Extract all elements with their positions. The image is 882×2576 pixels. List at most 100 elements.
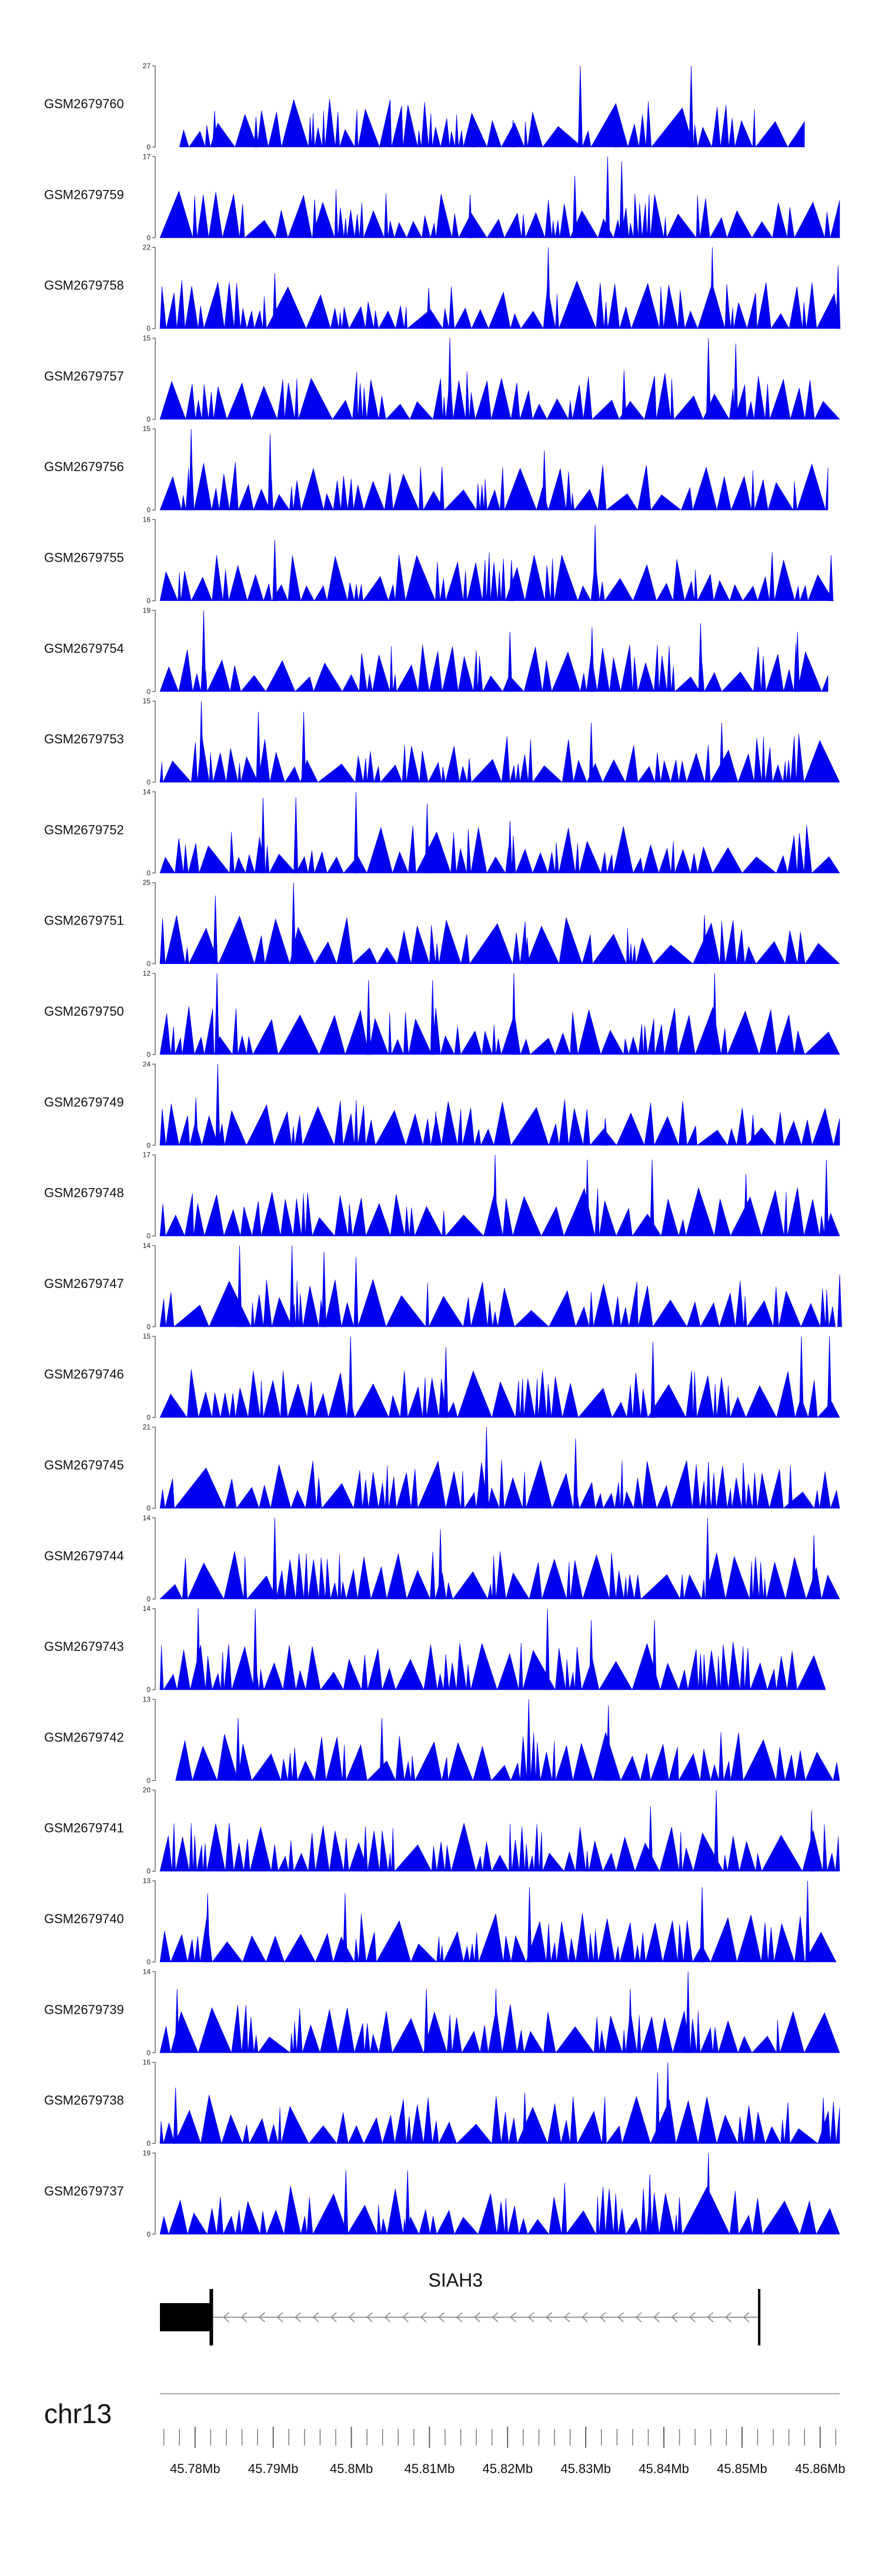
coverage-area <box>159 2094 840 2144</box>
coverage-peak <box>193 1097 199 1146</box>
coverage-area <box>159 1187 840 1237</box>
strand-arrow <box>635 2312 642 2323</box>
coverage-peak <box>805 1880 810 1963</box>
coverage-area <box>159 2185 840 2235</box>
coverage-area <box>159 1551 840 1600</box>
coverage-peak <box>828 555 834 601</box>
axis-tick-label: 45.86Mb <box>795 2461 846 2476</box>
coverage-peak <box>648 1806 653 1872</box>
strand-arrow <box>563 2312 570 2323</box>
y-min-label: 0 <box>146 143 151 151</box>
coverage-peak <box>507 632 513 692</box>
y-min-label: 0 <box>146 1050 151 1059</box>
coverage-peak <box>700 1887 705 1963</box>
coverage-area <box>159 733 840 783</box>
y-min-label: 0 <box>146 778 151 786</box>
strand-arrow <box>599 2312 606 2323</box>
track-label: GSM2679749 <box>44 1095 124 1109</box>
y-max-label: 15 <box>143 1332 151 1340</box>
coverage-peak <box>175 1988 180 2053</box>
strand-arrow <box>725 2312 731 2323</box>
coverage-peak <box>821 2097 826 2144</box>
y-min-label: 0 <box>146 1867 151 1876</box>
track-GSM2679759: GSM2679759 17 0 <box>44 152 840 242</box>
coverage-peak <box>706 338 711 420</box>
coverage-area <box>159 1099 840 1146</box>
y-max-label: 14 <box>143 1604 151 1613</box>
track-GSM2679755: GSM2679755 16 0 <box>44 516 834 605</box>
coverage-peak <box>425 803 430 873</box>
track-label: GSM2679752 <box>44 822 124 837</box>
coverage-peak <box>268 434 273 510</box>
coverage-peak <box>433 1111 438 1146</box>
coverage-peak <box>348 1336 353 1418</box>
y-min-label: 0 <box>146 960 151 968</box>
coverage-peak <box>733 343 739 420</box>
y-min-label: 0 <box>146 1686 151 1694</box>
y-max-label: 12 <box>143 969 151 977</box>
coverage-peak <box>706 1461 711 1509</box>
track-GSM2679740: GSM2679740 13 0 <box>44 1877 837 1966</box>
coverage-area <box>159 1460 840 1509</box>
strand-arrow <box>420 2312 427 2323</box>
track-label: GSM2679751 <box>44 913 124 928</box>
strand-arrow <box>438 2312 445 2323</box>
y-min-label: 0 <box>146 1141 151 1149</box>
coverage-area <box>159 915 840 965</box>
coverage-peak <box>215 973 219 1055</box>
track-GSM2679756: GSM2679756 15 0 <box>44 425 828 514</box>
track-GSM2679747: GSM2679747 14 0 <box>44 1242 842 1331</box>
track-label: GSM2679740 <box>44 1911 124 1926</box>
y-max-label: 19 <box>143 2149 151 2157</box>
coverage-peak <box>196 1609 201 1690</box>
coverage-peak <box>702 915 707 965</box>
y-min-label: 0 <box>146 506 151 514</box>
coverage-peak <box>447 338 452 420</box>
coverage-peak <box>719 722 724 783</box>
coverage-peak <box>706 2153 711 2235</box>
coverage-peak <box>272 1517 278 1600</box>
coverage-peak <box>439 466 445 510</box>
coverage-peak <box>438 1529 443 1600</box>
coverage-area <box>175 1731 840 1781</box>
coverage-peak <box>301 712 306 783</box>
coverage-peak <box>291 882 296 965</box>
strand-arrow <box>474 2312 480 2323</box>
chromosome-label: chr13 <box>44 2398 112 2429</box>
track-label: GSM2679741 <box>44 1821 124 1836</box>
y-min-label: 0 <box>146 688 151 696</box>
coverage-peak <box>593 525 598 601</box>
track-label: GSM2679760 <box>44 96 124 111</box>
coverage-peak <box>562 2183 567 2235</box>
y-max-label: 19 <box>143 606 151 615</box>
coverage-peak <box>272 273 278 329</box>
coverage-peak <box>589 627 594 692</box>
coverage-peak <box>546 247 551 329</box>
y-max-label: 14 <box>143 1967 151 1976</box>
strand-arrow <box>582 2312 588 2323</box>
strand-arrow <box>492 2312 499 2323</box>
track-GSM2679749: GSM2679749 24 0 <box>44 1060 840 1149</box>
coverage-peak <box>788 1466 793 1509</box>
coverage-peak <box>627 1988 633 2053</box>
track-GSM2679744: GSM2679744 14 0 <box>44 1514 840 1603</box>
y-max-label: 20 <box>143 1786 151 1794</box>
coverage-peak <box>572 175 577 238</box>
strand-arrow <box>366 2312 373 2323</box>
coverage-peak <box>689 65 694 148</box>
track-label: GSM2679757 <box>44 369 124 383</box>
coverage-peak <box>426 288 432 329</box>
coverage-peak <box>827 1336 832 1418</box>
coverage-peak <box>614 105 619 148</box>
y-max-label: 17 <box>143 152 151 161</box>
track-label: GSM2679743 <box>44 1639 124 1654</box>
coverage-peak <box>665 2062 670 2144</box>
gene-track: SIAH3 <box>160 2270 761 2345</box>
track-GSM2679737: GSM2679737 19 0 <box>44 2149 840 2238</box>
coverage-peak <box>467 195 473 238</box>
strand-arrow <box>402 2312 409 2323</box>
track-label: GSM2679750 <box>44 1004 124 1019</box>
y-max-label: 17 <box>143 1151 151 1159</box>
coverage-peak <box>698 623 703 692</box>
